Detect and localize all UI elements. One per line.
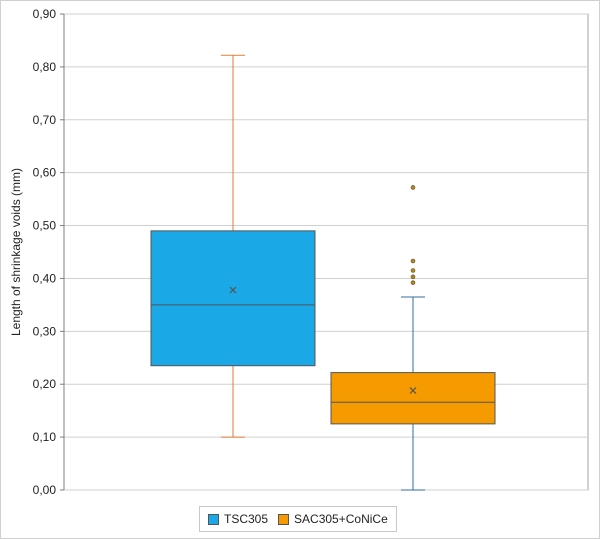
- outlier-point-sac305: [410, 268, 416, 273]
- legend-swatch-sac305: [278, 513, 290, 525]
- y-tick-label: 0,40: [33, 271, 57, 285]
- outlier-point-sac305: [410, 280, 416, 285]
- y-axis-title: Length of shrinkage voids (mm): [9, 168, 23, 336]
- outlier-point-sac305: [410, 258, 416, 264]
- y-tick-label: 0,00: [33, 483, 57, 497]
- y-tick-label: 0,60: [33, 166, 57, 180]
- y-tick-label: 0,50: [33, 219, 57, 233]
- mean-marker-tsc305: [229, 286, 237, 294]
- outlier-point-sac305: [410, 274, 416, 280]
- legend-swatch-tsc305: [208, 513, 219, 525]
- legend-item-sac305: SAC305+CoNiCe: [278, 512, 388, 526]
- box-tsc305: [150, 230, 316, 367]
- y-tick-label: 0,80: [33, 60, 57, 74]
- legend-label-tsc305: TSC305: [224, 512, 269, 526]
- legend-label-sac305: SAC305+CoNiCe: [294, 512, 388, 526]
- y-tick-label: 0,70: [33, 113, 57, 127]
- y-tick-label: 0,20: [33, 377, 57, 391]
- legend: TSC305 SAC305+CoNiCe: [199, 506, 397, 532]
- box-sac305: [330, 372, 496, 425]
- y-tick-label: 0,10: [33, 430, 57, 444]
- outlier-point-sac305: [410, 185, 416, 190]
- legend-item-tsc305: TSC305: [208, 512, 268, 526]
- y-tick-label: 0,90: [33, 7, 57, 21]
- mean-marker-sac305: [409, 387, 417, 394]
- plot-area: [63, 13, 589, 491]
- y-tick-label: 0,30: [33, 324, 57, 338]
